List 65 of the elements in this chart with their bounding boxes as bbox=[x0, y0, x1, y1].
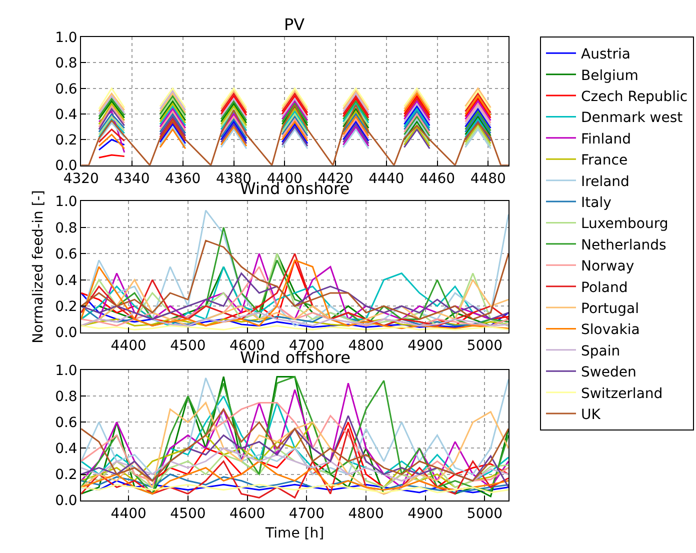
y-tick-label: 0.2 bbox=[55, 467, 78, 484]
line-series bbox=[81, 240, 508, 320]
x-tick-label: 5000 bbox=[466, 338, 503, 354]
x-tick-label: 4440 bbox=[368, 171, 404, 188]
line-series bbox=[81, 104, 508, 166]
line-series bbox=[81, 460, 508, 495]
line-series bbox=[81, 484, 508, 494]
legend-label: Slovakia bbox=[581, 322, 640, 338]
y-tick-label: 0.0 bbox=[55, 325, 78, 342]
x-axis-title: Time [h] bbox=[264, 525, 324, 542]
x-tick-label: 4360 bbox=[165, 171, 201, 188]
x-tick-label: 4800 bbox=[348, 506, 384, 522]
legend-label: Luxembourg bbox=[581, 216, 668, 232]
legend-label: Sweden bbox=[581, 364, 636, 381]
x-tick-label: 4500 bbox=[170, 506, 206, 522]
x-tick-label: 4400 bbox=[110, 338, 146, 354]
line-series bbox=[81, 428, 508, 498]
legend-label: Belgium bbox=[581, 68, 638, 84]
y-axis-title: Normalized feed-in [-] bbox=[30, 190, 47, 344]
line-series bbox=[81, 312, 508, 327]
x-tick-label: 4700 bbox=[288, 506, 325, 522]
legend-label: Ireland bbox=[581, 174, 630, 190]
legend-label: Norway bbox=[581, 258, 634, 275]
y-tick-label: 0.8 bbox=[55, 220, 78, 236]
legend-label: Spain bbox=[581, 343, 620, 360]
x-tick-label: 4500 bbox=[170, 338, 206, 354]
legend-label: Netherlands bbox=[581, 237, 666, 254]
legend-label: Poland bbox=[581, 280, 628, 296]
y-tick-label: 0.2 bbox=[55, 132, 78, 149]
legend-label: Austria bbox=[581, 46, 630, 63]
y-tick-label: 1.0 bbox=[55, 194, 78, 210]
x-tick-label: 4900 bbox=[408, 506, 444, 522]
legend-label: Czech Republic bbox=[581, 88, 688, 105]
y-tick-label: 0.6 bbox=[55, 246, 78, 263]
x-tick-label: 4400 bbox=[110, 506, 146, 522]
legend-label: France bbox=[581, 152, 628, 169]
chart-title: PV bbox=[284, 15, 305, 34]
legend-label: Italy bbox=[581, 194, 612, 211]
y-tick-label: 0.0 bbox=[55, 493, 78, 510]
y-tick-label: 1.0 bbox=[55, 30, 78, 46]
legend-label: Finland bbox=[581, 131, 632, 148]
x-tick-label: 4460 bbox=[419, 171, 456, 188]
y-tick-label: 0.6 bbox=[55, 81, 78, 98]
legend-label: Portugal bbox=[581, 300, 639, 317]
line-series bbox=[81, 272, 508, 320]
x-tick-label: 4900 bbox=[408, 338, 444, 354]
y-tick-label: 0.4 bbox=[55, 106, 78, 123]
legend-label: Denmark west bbox=[581, 110, 684, 126]
y-tick-label: 1.0 bbox=[55, 363, 78, 380]
y-tick-label: 0.4 bbox=[55, 441, 78, 458]
line-series bbox=[81, 377, 508, 476]
y-tick-label: 0.6 bbox=[55, 415, 78, 432]
x-tick-label: 4480 bbox=[470, 171, 506, 188]
y-tick-label: 0.2 bbox=[55, 298, 78, 315]
line-series bbox=[81, 448, 508, 488]
y-tick-label: 0.4 bbox=[55, 272, 78, 289]
x-tick-label: 4320 bbox=[63, 171, 99, 188]
x-tick-label: 4800 bbox=[348, 338, 384, 354]
y-tick-label: 0.8 bbox=[55, 389, 78, 406]
legend-label: UK bbox=[581, 406, 602, 423]
x-tick-label: 4600 bbox=[230, 506, 266, 522]
x-tick-label: 5000 bbox=[466, 506, 503, 522]
y-tick-label: 0.8 bbox=[55, 56, 78, 72]
legend-label: Switzerland bbox=[581, 386, 663, 402]
x-tick-label: 4340 bbox=[114, 171, 150, 188]
